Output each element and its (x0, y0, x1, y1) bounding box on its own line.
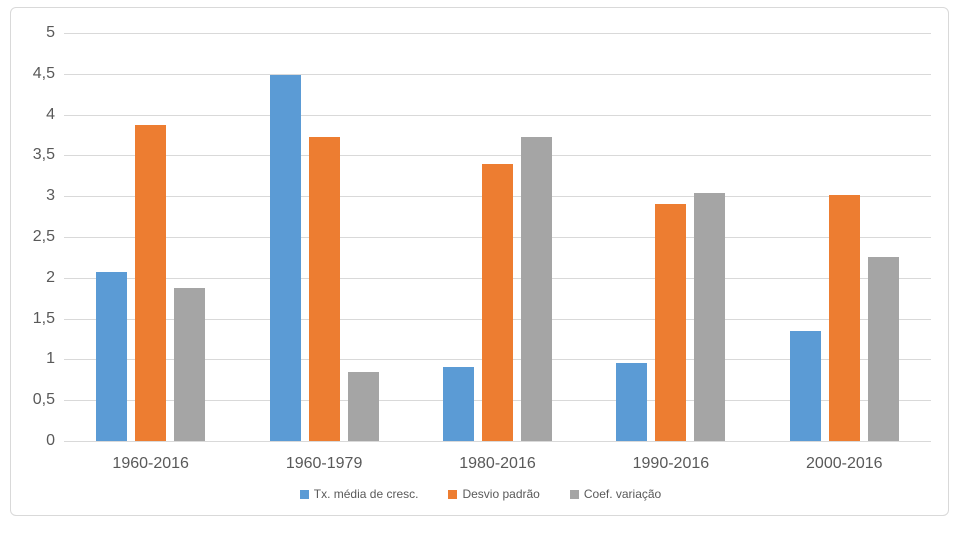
bar-coef-varia-o-1980-2016 (521, 137, 552, 441)
legend-label: Tx. média de cresc. (313, 487, 419, 501)
bar-chart: Tx. média de cresc. Desvio padrão Coef. va… (10, 7, 949, 516)
y-axis-tick-label: 1 (46, 350, 55, 368)
bar-tx-m-dia-de-cresc--2000-2016 (789, 330, 821, 441)
x-axis-tick-label: 1960-1979 (285, 455, 363, 472)
y-axis-tick-label: 2 (46, 268, 55, 286)
legend-swatch-icon (448, 489, 458, 499)
bar-desvio-padr-o-1960-1979 (308, 136, 340, 441)
bar-desvio-padr-o-2000-2016 (828, 194, 860, 441)
bar-tx-m-dia-de-cresc--1960-2016 (96, 272, 128, 441)
bar-desvio-padr-o-1990-2016 (655, 204, 687, 441)
x-axis-tick-label: 1990-2016 (632, 455, 710, 472)
legend-swatch-icon (299, 489, 309, 499)
bar-coef-varia-o-1990-2016 (694, 192, 726, 441)
x-axis-tick-label: 1960-2016 (112, 455, 189, 472)
gridline (64, 73, 931, 75)
gridline (64, 155, 931, 157)
y-axis-tick-label: 5 (46, 24, 55, 41)
gridline (64, 33, 931, 34)
y-axis-tick-label: 0 (46, 432, 55, 449)
y-axis-tick-label: 0,5 (32, 391, 55, 409)
x-axis-tick-label: 1980-2016 (459, 455, 536, 472)
bar-coef-varia-o-2000-2016 (867, 256, 899, 441)
y-axis-tick-label: 2,5 (32, 228, 55, 245)
bar-tx-m-dia-de-cresc--1960-1979 (269, 75, 301, 441)
bar-coef-varia-o-1960-2016 (174, 287, 206, 441)
legend-label: Coef. variação (583, 487, 662, 501)
bar-tx-m-dia-de-cresc--1990-2016 (616, 362, 648, 441)
legend-label: Desvio padrão (462, 487, 540, 501)
bar-tx-m-dia-de-cresc--1980-2016 (443, 366, 474, 441)
chart-legend: Tx. média de cresc. Desvio padrão Coef. va… (11, 487, 950, 501)
y-axis-tick-label: 3 (46, 187, 55, 205)
y-axis-tick-label: 3,5 (32, 146, 55, 164)
y-axis-tick-label: 1,5 (32, 309, 55, 327)
gridline (64, 114, 931, 116)
legend-item-coef-varia-o: Coef. variação (569, 487, 662, 501)
y-axis-tick-label: 4 (46, 105, 55, 123)
x-axis-tick-label: 2000-2016 (806, 455, 883, 472)
x-axis-line (64, 441, 931, 442)
bar-desvio-padr-o-1960-2016 (135, 125, 167, 441)
legend-swatch-icon (569, 489, 579, 499)
bar-desvio-padr-o-1980-2016 (482, 164, 513, 441)
legend-item-tx-m-dia-de-cresc-: Tx. média de cresc. (299, 487, 419, 501)
y-axis-tick-label: 4,5 (32, 64, 55, 82)
bar-coef-varia-o-1960-1979 (347, 372, 379, 441)
legend-item-desvio-padr-o: Desvio padrão (448, 487, 540, 501)
